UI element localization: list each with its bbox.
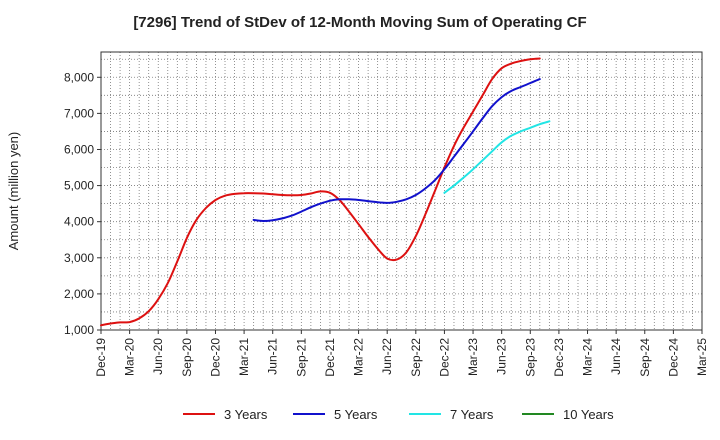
plot-frame — [100, 51, 703, 331]
chart-title: [7296] Trend of StDev of 12-Month Moving… — [133, 14, 587, 31]
x-tick-label: Mar-25 — [695, 338, 709, 376]
series-line-7-years — [443, 120, 551, 194]
x-tick-label: Jun-20 — [151, 338, 165, 375]
x-tick-label: Jun-22 — [380, 338, 394, 375]
grid-layer — [100, 52, 703, 331]
x-tick-label: Mar-20 — [123, 338, 137, 376]
series-line-3-years — [100, 57, 541, 327]
y-axis-label: Amount (million yen) — [6, 132, 21, 251]
x-tick-label: Sep-22 — [409, 338, 423, 377]
x-tick-label: Sep-20 — [180, 338, 194, 377]
y-tick-label: 4,000 — [64, 215, 94, 229]
y-tick-label: 1,000 — [64, 323, 94, 337]
y-tick-labels: 1,000 2,000 3,000 4,000 5,000 6,000 7,000 8,000 — [64, 70, 101, 337]
x-tick-label: Jun-23 — [495, 338, 509, 375]
legend-label: 7 Years — [450, 407, 494, 422]
legend-label: 3 Years — [224, 407, 268, 422]
legend-label: 5 Years — [334, 407, 378, 422]
x-tick-label: Dec-21 — [323, 338, 337, 377]
series-line-5-years — [252, 78, 541, 222]
y-tick-label: 8,000 — [64, 70, 94, 84]
x-tick-label: Dec-23 — [552, 338, 566, 377]
x-tick-label: Mar-23 — [466, 338, 480, 376]
x-tick-label: Dec-22 — [437, 338, 451, 377]
y-tick-label: 5,000 — [64, 179, 94, 193]
y-tick-label: 3,000 — [64, 251, 94, 265]
x-tick-label: Dec-19 — [94, 338, 108, 377]
x-tick-label: Sep-21 — [294, 338, 308, 377]
x-tick-label: Mar-22 — [352, 338, 366, 376]
y-tick-label: 7,000 — [64, 106, 94, 120]
x-tick-label: Dec-20 — [208, 338, 222, 377]
axes-layer — [100, 51, 703, 331]
legend: 3 Years 5 Years 7 Years 10 Years — [183, 407, 614, 422]
x-tick-label: Sep-23 — [523, 338, 537, 377]
x-tick-label: Mar-24 — [581, 338, 595, 376]
series-layer — [100, 57, 551, 327]
x-tick-label: Mar-21 — [237, 338, 251, 376]
x-tick-labels: Dec-19 Mar-20 Jun-20 Sep-20 Dec-20 Mar-21 Jun-… — [94, 330, 709, 377]
x-tick-label: Dec-24 — [666, 338, 680, 377]
y-tick-label: 2,000 — [64, 287, 94, 301]
x-tick-label: Sep-24 — [638, 338, 652, 377]
x-tick-label: Jun-21 — [266, 338, 280, 375]
y-tick-label: 6,000 — [64, 142, 94, 156]
legend-label: 10 Years — [563, 407, 614, 422]
x-tick-label: Jun-24 — [609, 338, 623, 375]
